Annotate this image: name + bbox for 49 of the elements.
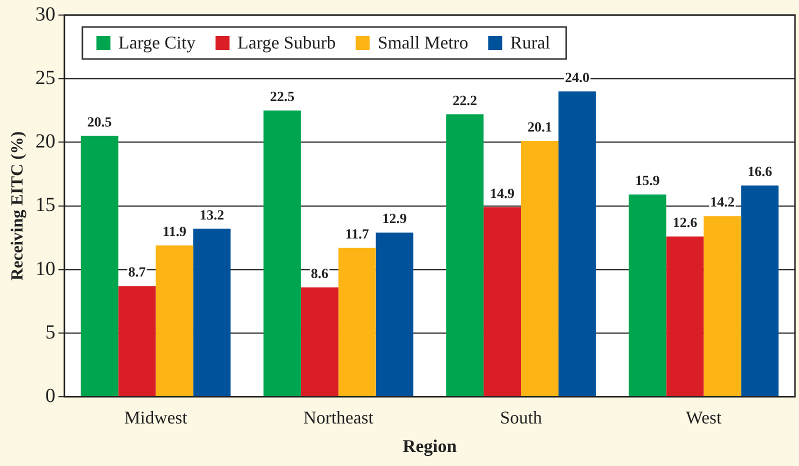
data-label: 11.9 [162, 224, 186, 240]
data-label: 13.2 [200, 208, 224, 224]
bar [263, 110, 301, 396]
bar [446, 114, 484, 396]
bar [193, 228, 231, 396]
bar [704, 216, 742, 396]
data-label: 24.0 [564, 70, 590, 86]
data-label: 14.2 [710, 196, 735, 211]
data-label: 14.9 [490, 186, 515, 202]
y-tick-label: 25 [35, 66, 56, 89]
y-tick-label: 5 [45, 321, 56, 344]
data-label: 20.5 [87, 116, 112, 131]
y-tick-label: 20 [35, 130, 56, 153]
y-tick-label: 30 [35, 3, 56, 26]
data-label: 22.5 [270, 90, 294, 106]
data-label: 22.2 [452, 94, 478, 109]
bar [80, 136, 118, 396]
legend-label: Large Suburb [238, 32, 336, 53]
bar [338, 248, 376, 396]
y-tick-label: 15 [35, 194, 56, 216]
data-label: 8.7 [128, 266, 146, 281]
bar [666, 236, 704, 396]
data-label: 8.6 [310, 266, 328, 282]
data-label: 20.1 [527, 120, 552, 136]
x-axis-title: Region [402, 436, 457, 456]
legend-label: Small Metro [378, 32, 468, 53]
legend-label: Rural [510, 32, 550, 53]
x-tick-label: West [686, 407, 722, 428]
data-label: 16.6 [748, 165, 772, 180]
y-tick-label: 10 [35, 258, 56, 280]
data-label: 12.6 [672, 216, 698, 232]
bar [300, 287, 338, 396]
data-label: 11.7 [345, 228, 369, 243]
x-tick-label: Northeast [303, 407, 374, 428]
x-tick-label: South [500, 407, 542, 428]
bar [521, 140, 558, 396]
legend-label: Large City [118, 32, 196, 53]
y-axis-title: Receiving EITC (%) [8, 131, 27, 281]
bar [118, 286, 156, 396]
bar [558, 91, 596, 396]
x-tick-label: Midwest [124, 407, 188, 428]
bar [156, 245, 194, 396]
y-tick-label: 0 [45, 385, 56, 408]
bar [628, 194, 666, 396]
data-label: 15.9 [635, 174, 660, 190]
bar [376, 232, 414, 396]
data-label: 12.9 [382, 212, 407, 228]
bar [741, 186, 779, 396]
bar [484, 207, 522, 396]
